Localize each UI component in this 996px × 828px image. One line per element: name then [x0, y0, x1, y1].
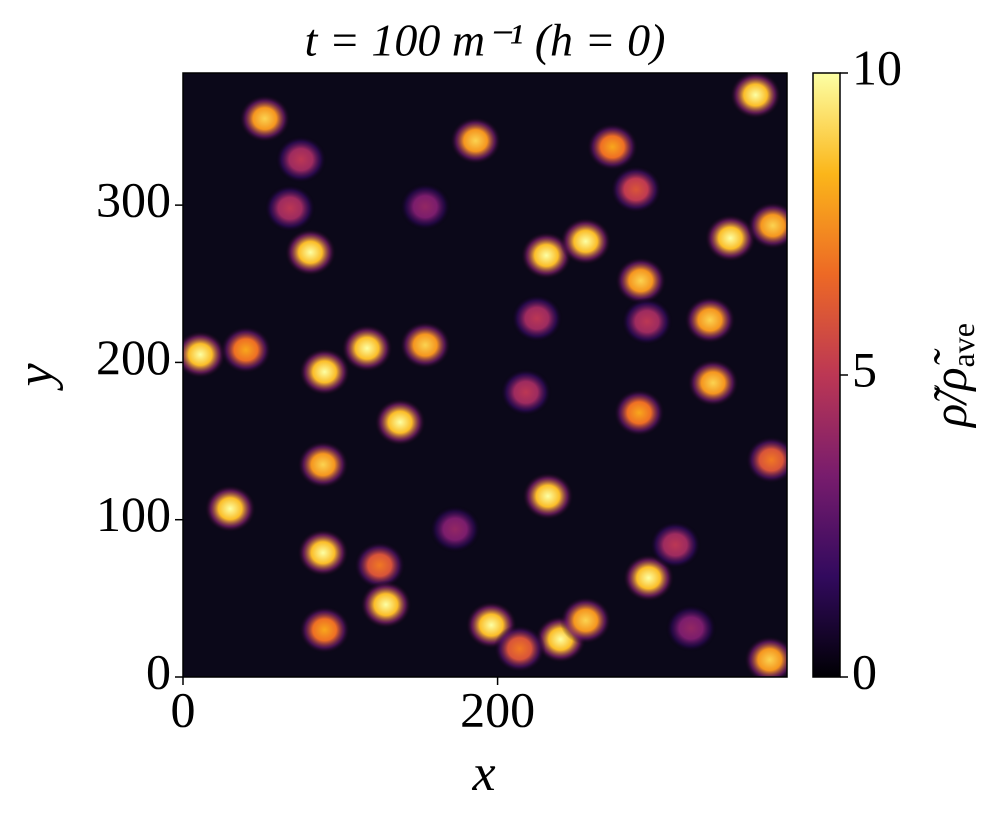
- density-blob: [238, 94, 291, 143]
- plot-frame: [182, 72, 788, 678]
- x-tick-label: 200: [460, 681, 535, 737]
- colorbar-tick-label: 10: [852, 39, 902, 95]
- y-tick-label: 300: [96, 172, 171, 228]
- density-blob: [559, 596, 612, 645]
- density-blob: [614, 256, 667, 305]
- density-blob: [745, 435, 787, 484]
- density-blob: [493, 624, 546, 673]
- y-tick-label: 100: [96, 486, 171, 542]
- density-blob: [341, 324, 394, 373]
- density-blob: [521, 472, 574, 521]
- density-blob: [510, 294, 563, 343]
- density-blob: [284, 228, 337, 277]
- x-axis-label: x: [471, 745, 495, 802]
- density-blob: [399, 321, 452, 370]
- density-blob: [520, 231, 573, 280]
- colorbar-label: ρ̃/ρ̃ave: [924, 323, 981, 429]
- density-blob: [296, 440, 349, 489]
- y-tick-label: 200: [96, 329, 171, 385]
- density-blob: [263, 184, 316, 233]
- x-tick-label: 0: [171, 681, 196, 737]
- density-blob: [204, 484, 257, 533]
- colorbar-tick-label: 5: [852, 341, 877, 397]
- density-blob: [743, 635, 787, 677]
- density-blob: [704, 214, 757, 263]
- density-blob: [429, 505, 482, 554]
- density-blob: [359, 580, 412, 629]
- density-blob: [649, 520, 702, 569]
- density-blob: [559, 217, 612, 266]
- chart-title: t = 100 m⁻¹ (h = 0): [305, 15, 666, 66]
- density-blob: [353, 541, 406, 590]
- density-blob: [729, 73, 782, 120]
- density-blob: [183, 330, 227, 379]
- heatmap: [183, 73, 787, 677]
- y-tick-label: 0: [146, 643, 171, 699]
- density-blob: [219, 325, 272, 374]
- density-blob: [746, 201, 787, 250]
- colorbar: [812, 72, 841, 678]
- colorbar-tick-label: 0: [852, 643, 877, 699]
- density-blob: [298, 605, 351, 654]
- density-blob: [610, 165, 662, 214]
- density-blob: [499, 368, 552, 417]
- density-blob: [683, 295, 736, 344]
- density-blob: [665, 604, 718, 653]
- density-blob: [621, 297, 674, 346]
- density-blob: [374, 398, 427, 447]
- density-blob: [274, 135, 327, 184]
- y-axis-label: y: [7, 363, 64, 392]
- colorbar-label-sub: ave: [945, 323, 981, 367]
- density-blob: [687, 358, 740, 407]
- density-blob: [399, 182, 452, 231]
- density-blob: [613, 388, 666, 437]
- density-blob: [586, 122, 639, 171]
- density-blob: [622, 553, 675, 602]
- density-blob: [449, 116, 502, 165]
- density-blob: [298, 347, 351, 396]
- density-blob: [296, 528, 349, 577]
